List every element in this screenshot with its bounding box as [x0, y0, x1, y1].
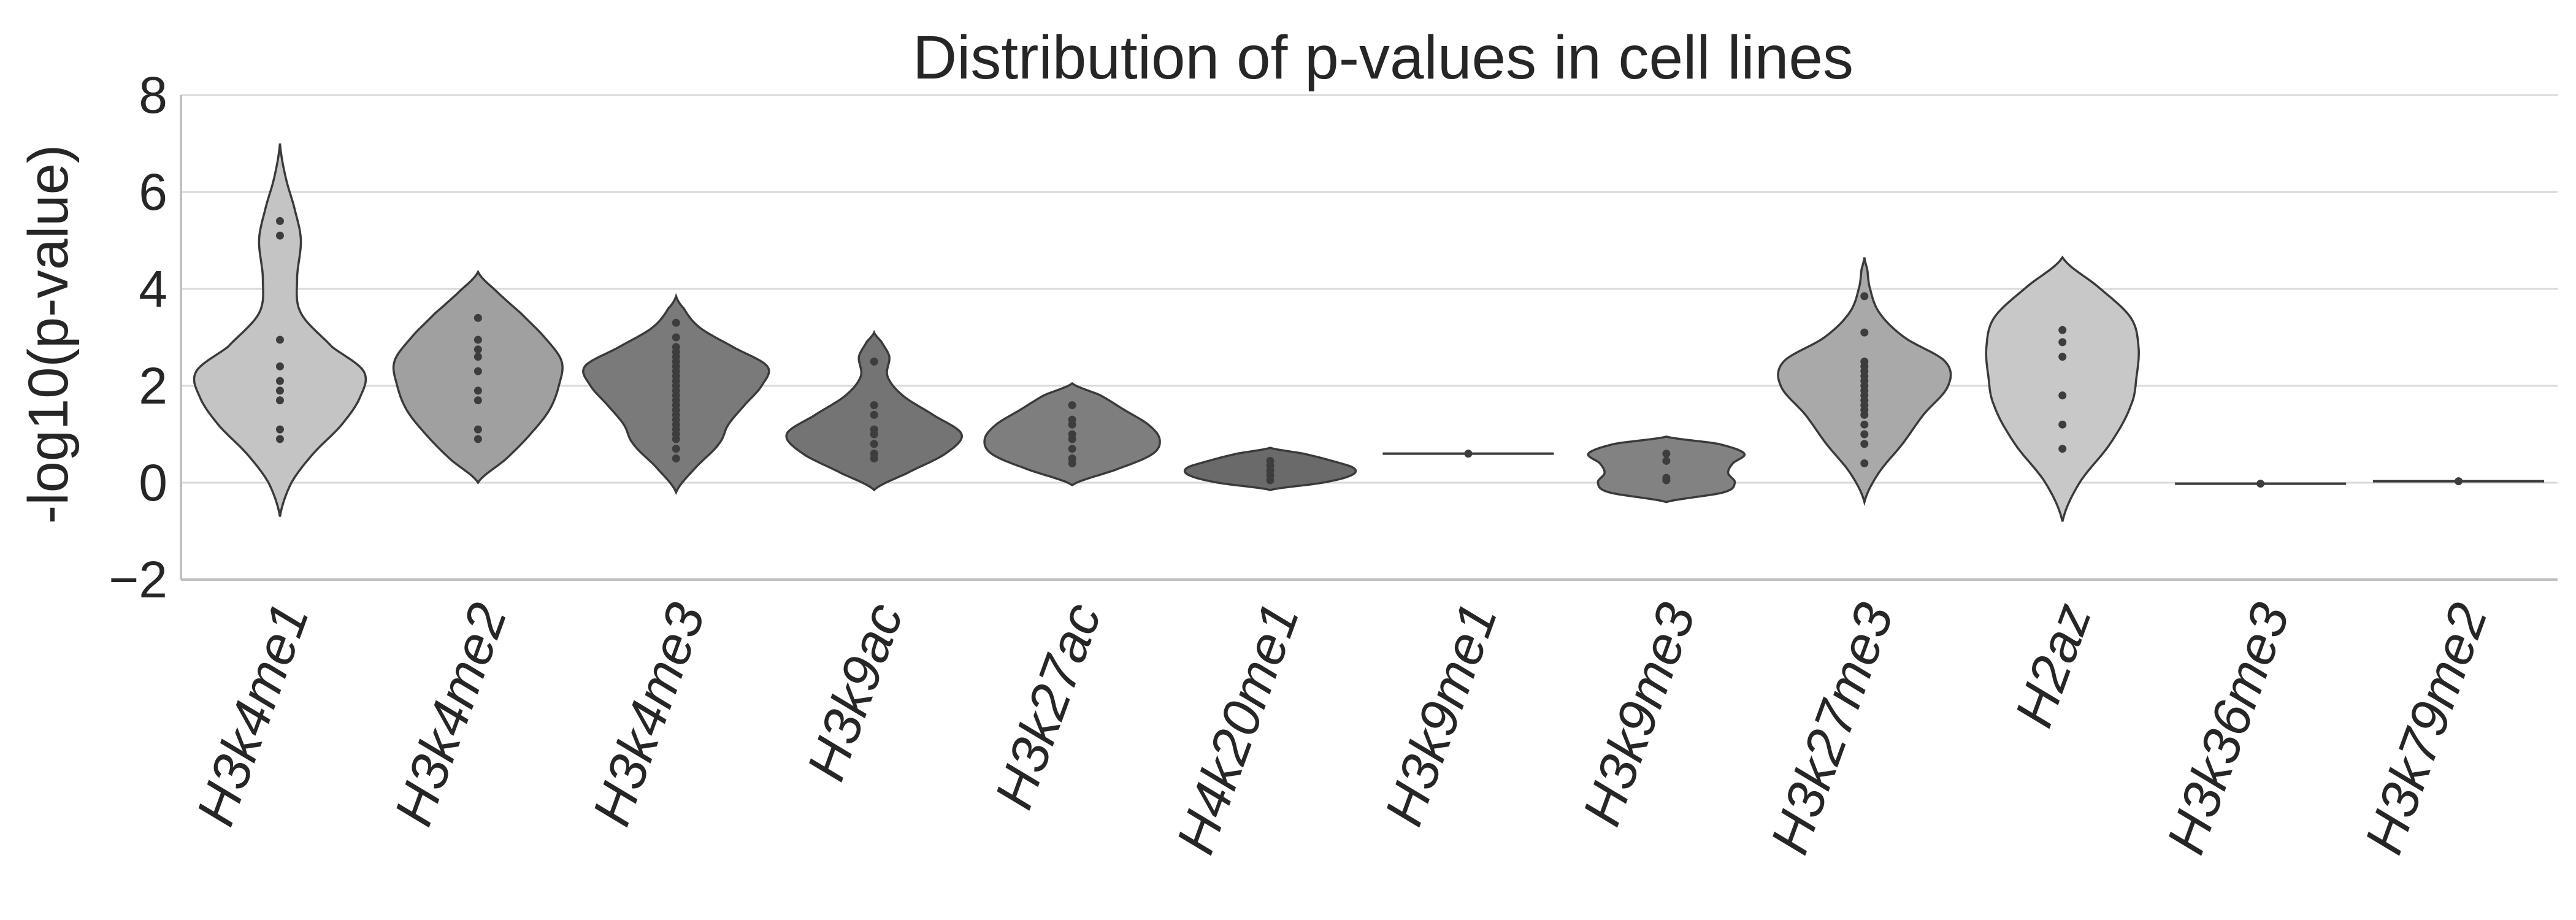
data-point	[2058, 338, 2067, 347]
data-point	[275, 231, 284, 240]
x-tick-labels: H3k4me1 H3k4me2 H3k4me3 H3k9ac H3k27ac H4k20m…	[184, 596, 2499, 862]
violin-body	[1587, 435, 1746, 504]
violin-H3k27me3	[1777, 257, 1952, 507]
y-tick-label: 8	[139, 66, 167, 124]
data-point	[870, 450, 878, 458]
data-point	[473, 353, 482, 361]
data-point	[275, 386, 284, 395]
violin-body	[1985, 255, 2140, 522]
data-point	[275, 377, 284, 385]
x-tick-label: H2az	[2003, 596, 2103, 735]
data-point	[473, 386, 482, 395]
data-point	[275, 362, 284, 370]
data-point	[672, 454, 680, 462]
data-point	[1860, 440, 1869, 448]
data-point	[275, 335, 284, 344]
violin-H3k4me1	[193, 143, 367, 517]
y-tick-label: −2	[109, 551, 167, 608]
data-point	[1068, 415, 1076, 424]
data-point	[1464, 450, 1473, 458]
data-point	[870, 440, 878, 448]
violin-H3k9ac	[785, 329, 964, 492]
violin-body	[193, 143, 367, 517]
data-point	[2058, 391, 2067, 400]
data-point	[473, 396, 482, 405]
data-point	[2058, 326, 2067, 334]
violin-H3k9me1	[1382, 450, 1554, 458]
violin-H3k4me3	[582, 293, 770, 496]
data-point	[473, 367, 482, 375]
x-tick-label: H3k9me1	[1373, 596, 1509, 834]
data-point	[2058, 353, 2067, 361]
y-tick-label: 0	[139, 454, 167, 512]
chart-title: Distribution of p-values in cell lines	[913, 23, 1853, 92]
x-tick-label: H3k9me3	[1571, 596, 1707, 834]
y-tick-labels: −2 0 2 4 6 8	[109, 66, 167, 608]
data-point	[1860, 328, 1869, 337]
data-point	[672, 445, 680, 453]
data-point	[473, 345, 482, 354]
data-point	[1662, 450, 1671, 458]
data-point	[1068, 430, 1076, 439]
data-point	[275, 396, 284, 405]
violin-H3k79me2	[2373, 477, 2545, 486]
x-tick-label: H3k27ac	[983, 596, 1113, 816]
y-tick-label: 2	[139, 357, 167, 415]
violin-body	[392, 269, 564, 485]
y-tick-label: 4	[139, 260, 167, 318]
x-tick-label: H3k36me3	[2155, 596, 2301, 862]
data-point	[1068, 401, 1076, 410]
y-tick-label: 6	[139, 163, 167, 221]
data-point	[473, 313, 482, 322]
data-point	[1860, 358, 1869, 366]
data-point	[1068, 445, 1076, 453]
data-point	[473, 425, 482, 434]
x-tick-label: H3k4me2	[382, 596, 518, 834]
data-point	[473, 335, 482, 344]
data-point	[870, 425, 878, 434]
data-point	[275, 217, 284, 225]
violin-H2az	[1985, 255, 2140, 522]
data-point	[2256, 480, 2265, 488]
x-tick-label: H3k4me1	[184, 596, 320, 834]
x-tick-label: H3k79me2	[2353, 596, 2499, 862]
violin-H4k20me1	[1183, 447, 1357, 491]
y-axis-label: -log10(p-value)	[17, 145, 80, 524]
data-point	[473, 435, 482, 443]
data-point	[870, 401, 878, 410]
data-point	[1662, 456, 1671, 465]
x-tick-label: H3k9ac	[795, 596, 914, 788]
data-point	[870, 358, 878, 366]
violin-H3k9me3	[1587, 435, 1746, 504]
data-point	[870, 410, 878, 419]
x-tick-label: H3k4me3	[580, 596, 716, 834]
violin-H3k36me3	[2175, 480, 2347, 488]
data-point	[2058, 445, 2067, 453]
data-point	[1860, 430, 1869, 439]
data-point	[1860, 292, 1869, 301]
data-point	[275, 425, 284, 434]
data-point	[1068, 454, 1076, 462]
data-point	[1860, 420, 1869, 429]
data-point	[1266, 456, 1275, 465]
x-tick-label: H3k27me3	[1758, 596, 1905, 862]
data-point	[672, 343, 680, 351]
data-point	[2058, 420, 2067, 429]
data-point	[1662, 473, 1671, 482]
axes	[180, 95, 2558, 581]
violin-H3k4me2	[392, 269, 564, 485]
violins	[193, 143, 2545, 522]
data-point	[2455, 477, 2463, 486]
x-tick-label: H4k20me1	[1164, 596, 1311, 862]
data-point	[672, 318, 680, 327]
data-point	[275, 435, 284, 443]
data-point	[1860, 459, 1869, 467]
violin-H3k27ac	[983, 381, 1161, 487]
data-point	[672, 333, 680, 342]
